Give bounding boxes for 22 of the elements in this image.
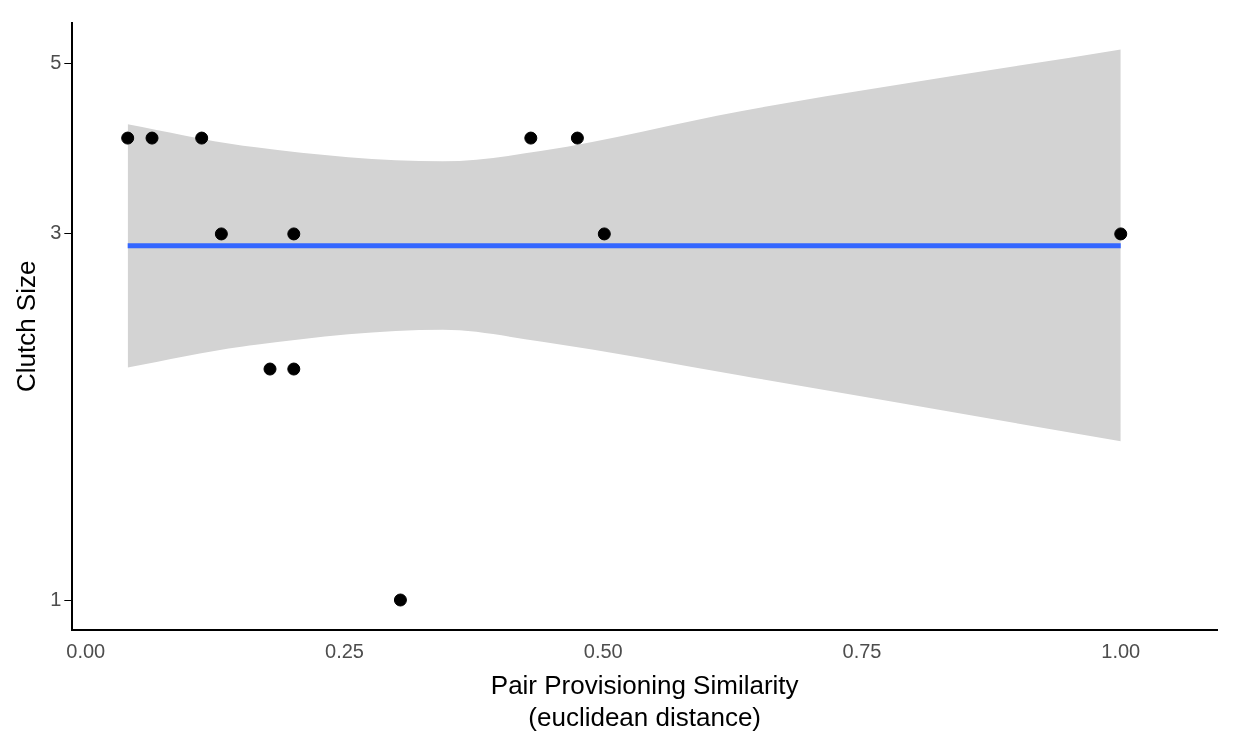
x-axis-title: Pair Provisioning Similarity (euclidean distance)	[490, 670, 799, 732]
point	[524, 131, 538, 145]
point	[393, 593, 407, 607]
point	[287, 362, 301, 376]
x-tick-label: 0.75	[842, 640, 882, 663]
point	[1114, 227, 1128, 241]
x-tick-label: 1.00	[1101, 640, 1141, 663]
point	[597, 227, 611, 241]
point	[195, 131, 209, 145]
y-axis-title: Clutch Size	[10, 260, 41, 393]
point	[145, 131, 159, 145]
y-tick-label: 3	[50, 221, 62, 244]
point	[570, 131, 584, 145]
x-tick-label: 0.00	[66, 640, 106, 663]
y-tick-label: 1	[50, 587, 62, 610]
x-tick-label: 0.25	[325, 640, 364, 663]
y-tick-label: 5	[50, 51, 62, 74]
point	[121, 131, 135, 145]
point	[263, 362, 277, 376]
x-tick-label: 0.50	[583, 640, 623, 663]
point	[214, 227, 228, 241]
point	[287, 227, 301, 241]
